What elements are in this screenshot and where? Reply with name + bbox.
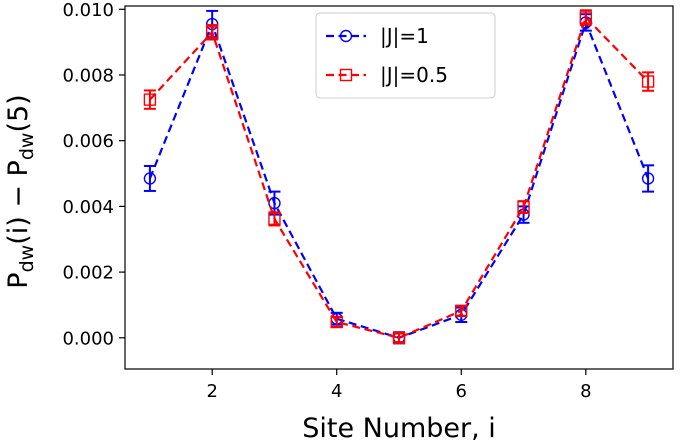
x-tick-label: 2 bbox=[206, 381, 217, 402]
data-point bbox=[455, 304, 468, 318]
data-point bbox=[143, 93, 157, 106]
legend-entry: |J|=0.5 bbox=[326, 63, 448, 87]
data-point bbox=[330, 315, 343, 329]
data-point bbox=[641, 172, 655, 185]
legend-entry: |J|=1 bbox=[326, 24, 429, 48]
data-point bbox=[641, 75, 655, 88]
legend-label: |J|=0.5 bbox=[380, 63, 448, 87]
data-point bbox=[392, 331, 406, 344]
error-bar bbox=[143, 89, 156, 110]
x-axis-label: Site Number, i bbox=[302, 413, 496, 442]
y-axis-label-part: (i) − P bbox=[3, 160, 34, 245]
legend-box bbox=[315, 12, 496, 99]
x-tick-label: 8 bbox=[580, 381, 591, 402]
series-2 bbox=[143, 9, 655, 344]
legend: |J|=1 |J|=0.5 bbox=[315, 12, 496, 99]
x-tick-label: 4 bbox=[331, 381, 342, 402]
y-tick-label: 0.002 bbox=[62, 263, 114, 284]
y-tick-label: 0.000 bbox=[62, 328, 114, 349]
y-tick-label: 0.004 bbox=[62, 197, 114, 218]
y-axis-label-part: (5) bbox=[3, 94, 34, 132]
error-bar bbox=[642, 164, 655, 193]
y-tick-label: 0.010 bbox=[62, 0, 114, 21]
series-line bbox=[149, 15, 649, 339]
legend-label: |J|=1 bbox=[380, 24, 429, 48]
data-point bbox=[517, 200, 530, 214]
data-point bbox=[143, 172, 157, 185]
y-tick-label: 0.008 bbox=[62, 65, 114, 86]
legend-marker bbox=[339, 68, 353, 82]
data-point bbox=[268, 212, 281, 226]
error-bar bbox=[143, 164, 156, 192]
y-tick-label: 0.006 bbox=[62, 131, 114, 152]
y-axis-label: Pdw(i) − Pdw(5) bbox=[3, 94, 38, 288]
y-axis-label-subscript: dw bbox=[16, 245, 38, 273]
plot-area-frame bbox=[124, 5, 674, 370]
error-bar bbox=[393, 332, 405, 344]
y-axis-label-part: P bbox=[3, 272, 34, 288]
data-point bbox=[268, 196, 281, 210]
legend-marker bbox=[339, 29, 353, 43]
ticks-layer: 2 4 6 8 0.000 0.002 0.004 0.006 0.008 0.010 bbox=[62, 0, 591, 402]
series-layer bbox=[143, 9, 655, 345]
y-axis-label-subscript: dw bbox=[16, 133, 38, 161]
x-tick-label: 6 bbox=[456, 381, 467, 402]
error-bar bbox=[268, 211, 281, 227]
data-point bbox=[579, 11, 593, 24]
data-point bbox=[205, 26, 219, 39]
error-bar bbox=[642, 71, 655, 92]
